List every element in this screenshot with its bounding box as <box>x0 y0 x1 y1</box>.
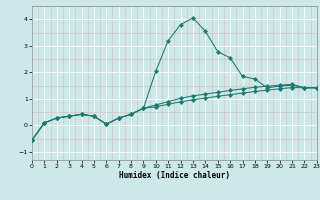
X-axis label: Humidex (Indice chaleur): Humidex (Indice chaleur) <box>119 171 230 180</box>
